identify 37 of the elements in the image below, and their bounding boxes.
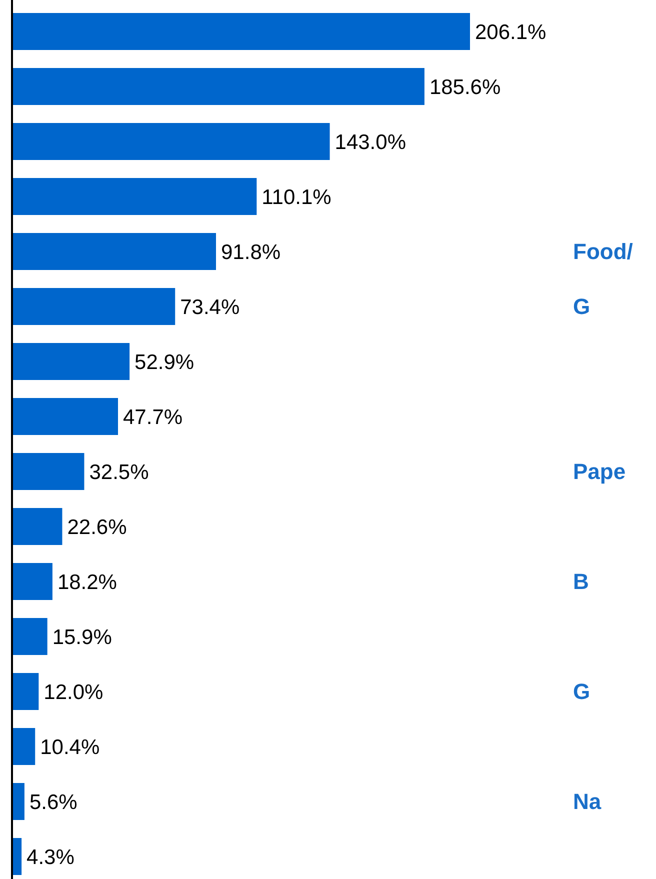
bar [12,508,62,545]
y-tick-label: G [573,679,590,704]
data-label: 12.0% [44,680,104,704]
data-label: 10.4% [40,736,100,759]
data-label: 206.1% [475,20,546,44]
data-label: 185.6% [429,76,501,99]
bar [12,233,216,270]
bar [12,178,257,215]
y-tick-label: Food/ [573,239,633,264]
bar [12,563,52,600]
bar [12,288,176,325]
bar [12,783,24,820]
data-label: 47.7% [123,406,183,429]
data-label: 143.0% [334,130,406,154]
data-label: 18.2% [57,570,117,594]
bar [12,13,470,50]
y-tick-label: G [573,294,590,320]
data-label: 4.3% [26,846,74,869]
bar [12,728,36,765]
data-label: 91.8% [221,240,281,264]
data-label: 73.4% [180,296,240,319]
bar [12,68,424,105]
bar [12,343,130,380]
data-label: 22.6% [67,516,127,539]
bar [12,618,48,655]
bar [12,398,118,435]
y-tick-label: Pape [573,459,626,484]
y-tick-label: B [573,569,589,594]
data-label: 52.9% [134,350,194,374]
data-label: 32.5% [89,460,149,484]
bar [12,673,39,710]
y-tick-label: Na [573,789,602,814]
data-label: 5.6% [29,790,78,814]
data-label: 110.1% [262,186,332,209]
data-label: 15.9% [52,626,112,649]
bar [12,453,84,490]
bar [12,123,330,160]
